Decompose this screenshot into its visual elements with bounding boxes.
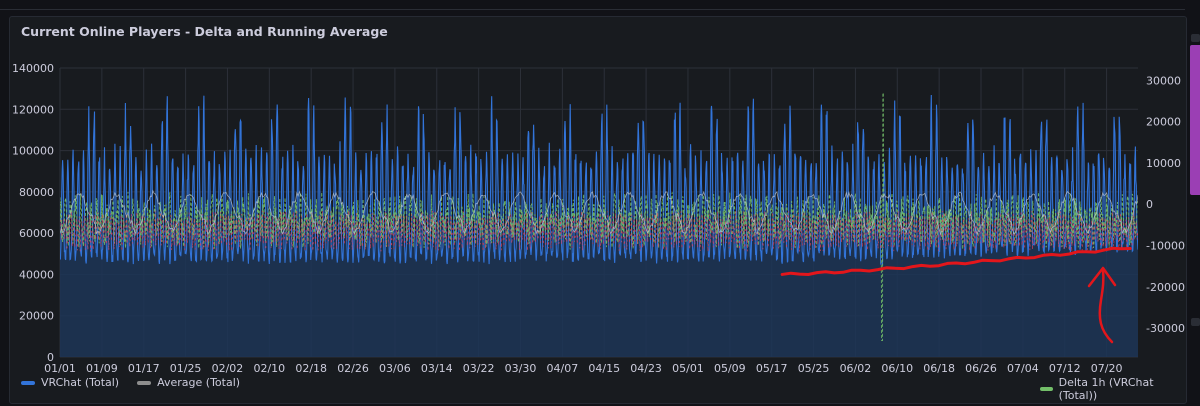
right-y-axis: -30000 -20000 -10000 0 10000 20000 30000 [1146, 74, 1185, 335]
left-tick-label: 20000 [19, 310, 54, 323]
x-tick-label: 03/14 [421, 362, 453, 375]
x-tick-label: 04/15 [588, 362, 620, 375]
x-tick-label: 05/09 [714, 362, 746, 375]
left-y-axis: 0 20000 40000 60000 80000 100000 120000 140000 [12, 62, 54, 364]
average-series [60, 189, 1138, 236]
x-tick-label: 03/30 [505, 362, 537, 375]
right-sidebar [1188, 0, 1200, 406]
right-tick-label: 10000 [1146, 157, 1181, 170]
x-tick-label: 01/01 [44, 362, 76, 375]
x-tick-label: 06/10 [881, 362, 913, 375]
x-tick-label: 02/02 [212, 362, 244, 375]
x-tick-label: 03/22 [463, 362, 495, 375]
x-tick-label: 04/23 [630, 362, 662, 375]
x-tick-label: 02/10 [253, 362, 285, 375]
right-tick-label: 30000 [1146, 74, 1181, 87]
x-tick-label: 05/01 [672, 362, 704, 375]
average-line [60, 189, 1138, 236]
x-tick-label: 06/18 [923, 362, 955, 375]
annotation-trend-line [780, 246, 1132, 276]
x-tick-label: 01/17 [128, 362, 160, 375]
x-tick-label: 04/07 [547, 362, 579, 375]
players-line [60, 94, 1138, 265]
sidebar-control[interactable] [1191, 318, 1200, 326]
right-tick-label: -20000 [1146, 281, 1185, 294]
legend-left: VRChat (Total) Average (Total) [21, 376, 258, 389]
legend-item-vrchat[interactable]: VRChat (Total) [21, 376, 119, 389]
x-tick-label: 06/26 [965, 362, 997, 375]
panel-title[interactable]: Current Online Players - Delta and Runni… [21, 24, 388, 39]
x-tick-label: 03/06 [379, 362, 411, 375]
annotation-arrow-shaft [1098, 268, 1114, 344]
x-tick-label: 07/12 [1049, 362, 1081, 375]
legend-label: Delta 1h (VRChat (Total)) [1058, 376, 1154, 402]
x-tick-label: 02/18 [295, 362, 327, 375]
legend-right: Delta 1h (VRChat (Total)) [1040, 376, 1200, 402]
legend-swatch [137, 380, 152, 385]
left-tick-label: 120000 [12, 103, 54, 116]
left-tick-label: 40000 [19, 268, 54, 281]
delta-series [60, 92, 1138, 341]
left-tick-label: 60000 [19, 227, 54, 240]
x-tick-label: 07/04 [1007, 362, 1039, 375]
x-tick-label: 01/09 [86, 362, 118, 375]
legend-swatch [21, 380, 35, 385]
left-tick-label: 140000 [12, 62, 54, 75]
annotation-arrow-head [1087, 266, 1117, 288]
left-tick-label: 100000 [12, 145, 54, 158]
legend-item-average[interactable]: Average (Total) [137, 376, 240, 389]
legend-label: Average (Total) [157, 376, 241, 389]
left-tick-label: 80000 [19, 186, 54, 199]
sidebar-control[interactable] [1191, 34, 1200, 42]
delta-line [60, 92, 1138, 341]
right-tick-label: -10000 [1146, 240, 1185, 253]
right-tick-label: -30000 [1146, 322, 1185, 335]
legend-item-delta[interactable]: Delta 1h (VRChat (Total)) [1040, 376, 1182, 402]
x-tick-label: 05/17 [756, 362, 788, 375]
sidebar-accent [1190, 45, 1200, 195]
legend-swatch [1040, 387, 1053, 391]
x-tick-label: 01/25 [170, 362, 202, 375]
x-tick-label: 02/26 [337, 362, 369, 375]
players-area [60, 94, 1138, 357]
right-tick-label: 0 [1146, 198, 1153, 211]
right-tick-label: 20000 [1146, 116, 1181, 129]
delta-negative-line [60, 210, 1138, 252]
red-annotation [780, 246, 1132, 344]
x-tick-label: 05/25 [798, 362, 830, 375]
x-tick-label: 07/20 [1091, 362, 1123, 375]
top-divider [0, 9, 1185, 10]
x-tick-label: 06/02 [840, 362, 872, 375]
x-axis: 01/01 01/09 01/17 01/25 02/02 02/10 02/18 02/26… [44, 362, 1122, 375]
legend-label: VRChat (Total) [41, 376, 120, 389]
left-tick-label: 0 [47, 351, 54, 364]
